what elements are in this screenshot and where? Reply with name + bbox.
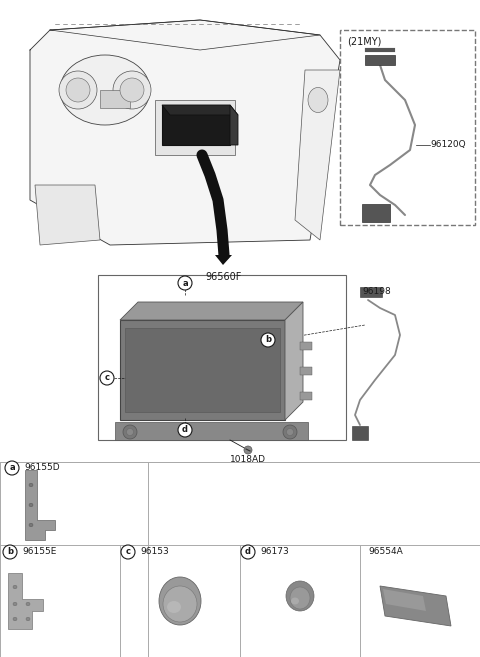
FancyBboxPatch shape <box>340 30 475 225</box>
Circle shape <box>241 545 255 559</box>
Bar <box>98 275 346 440</box>
Polygon shape <box>285 302 303 420</box>
Polygon shape <box>35 185 100 245</box>
Text: (21MY): (21MY) <box>347 37 382 47</box>
Bar <box>125 328 280 412</box>
Ellipse shape <box>13 602 17 606</box>
Ellipse shape <box>290 587 310 609</box>
Ellipse shape <box>29 484 33 487</box>
Circle shape <box>244 446 252 454</box>
Bar <box>300 342 312 350</box>
Text: 96560F: 96560F <box>206 272 242 282</box>
Ellipse shape <box>308 87 328 112</box>
Text: 96198: 96198 <box>362 287 391 296</box>
Polygon shape <box>352 426 368 440</box>
Ellipse shape <box>113 71 151 109</box>
Ellipse shape <box>287 428 293 436</box>
Polygon shape <box>162 105 238 115</box>
Bar <box>120 320 285 420</box>
Ellipse shape <box>26 617 30 621</box>
Text: a: a <box>9 463 15 472</box>
Bar <box>162 105 230 145</box>
Circle shape <box>5 461 19 475</box>
Circle shape <box>178 276 192 290</box>
Text: 96173: 96173 <box>260 547 289 556</box>
Bar <box>360 287 382 297</box>
Ellipse shape <box>29 503 33 507</box>
Ellipse shape <box>29 523 33 527</box>
Circle shape <box>261 333 275 347</box>
Text: c: c <box>105 373 109 382</box>
Polygon shape <box>8 573 43 629</box>
Polygon shape <box>380 586 451 626</box>
Ellipse shape <box>283 425 297 439</box>
Text: c: c <box>125 547 131 556</box>
Circle shape <box>178 423 192 437</box>
Circle shape <box>121 545 135 559</box>
Polygon shape <box>25 470 55 540</box>
Ellipse shape <box>26 602 30 606</box>
Ellipse shape <box>286 581 314 611</box>
Ellipse shape <box>60 55 150 125</box>
Ellipse shape <box>66 78 90 102</box>
Text: 96554A: 96554A <box>368 547 403 556</box>
Ellipse shape <box>127 428 133 436</box>
Text: d: d <box>182 426 188 434</box>
Circle shape <box>3 545 17 559</box>
Polygon shape <box>120 302 303 320</box>
Bar <box>300 392 312 400</box>
Polygon shape <box>295 70 340 240</box>
Bar <box>155 100 235 155</box>
Bar <box>115 422 308 440</box>
Bar <box>100 90 130 108</box>
Polygon shape <box>215 255 232 265</box>
Text: b: b <box>265 336 271 344</box>
Ellipse shape <box>159 577 201 625</box>
Polygon shape <box>230 105 238 145</box>
Polygon shape <box>383 589 426 611</box>
Text: b: b <box>7 547 13 556</box>
Polygon shape <box>365 55 395 65</box>
Text: d: d <box>245 547 251 556</box>
Text: 96120Q: 96120Q <box>430 141 466 150</box>
Ellipse shape <box>123 425 137 439</box>
Bar <box>300 367 312 375</box>
Ellipse shape <box>167 601 181 613</box>
Circle shape <box>100 371 114 385</box>
Ellipse shape <box>59 71 97 109</box>
Ellipse shape <box>120 78 144 102</box>
Ellipse shape <box>163 586 197 622</box>
Text: 96153: 96153 <box>140 547 169 556</box>
Ellipse shape <box>291 597 299 604</box>
Text: 96155E: 96155E <box>22 547 56 556</box>
Bar <box>362 204 390 222</box>
Text: a: a <box>182 279 188 288</box>
Text: 1018AD: 1018AD <box>230 455 266 464</box>
Ellipse shape <box>13 617 17 621</box>
Bar <box>0 462 480 657</box>
Ellipse shape <box>13 585 17 589</box>
Text: 96155D: 96155D <box>24 463 60 472</box>
Polygon shape <box>30 20 340 245</box>
